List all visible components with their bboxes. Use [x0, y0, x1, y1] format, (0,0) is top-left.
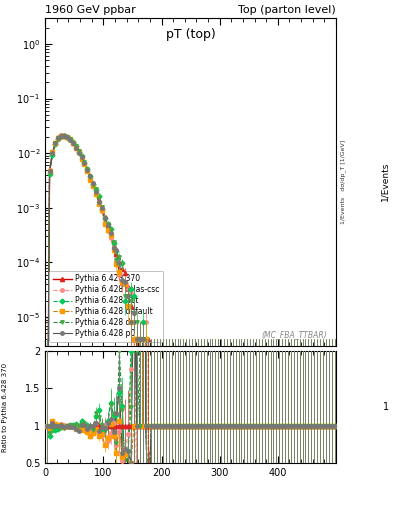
Text: 1/Events   dσ/dp_T [1/GeV]: 1/Events dσ/dp_T [1/GeV]	[340, 140, 345, 224]
Legend: Pythia 6.428 370, Pythia 6.428 atlas-csc, Pythia 6.428 d6t, Pythia 6.428 default: Pythia 6.428 370, Pythia 6.428 atlas-csc…	[49, 271, 163, 342]
Text: Ratio to Pythia 6.428 370: Ratio to Pythia 6.428 370	[2, 362, 8, 452]
Text: pT (top): pT (top)	[166, 28, 215, 41]
Text: 1/Events: 1/Events	[380, 162, 389, 201]
Text: (MC_FBA_TTBAR): (MC_FBA_TTBAR)	[262, 330, 327, 339]
Text: 1: 1	[383, 402, 389, 412]
Text: Top (parton level): Top (parton level)	[238, 5, 336, 15]
Text: 1960 GeV ppbar: 1960 GeV ppbar	[45, 5, 136, 15]
